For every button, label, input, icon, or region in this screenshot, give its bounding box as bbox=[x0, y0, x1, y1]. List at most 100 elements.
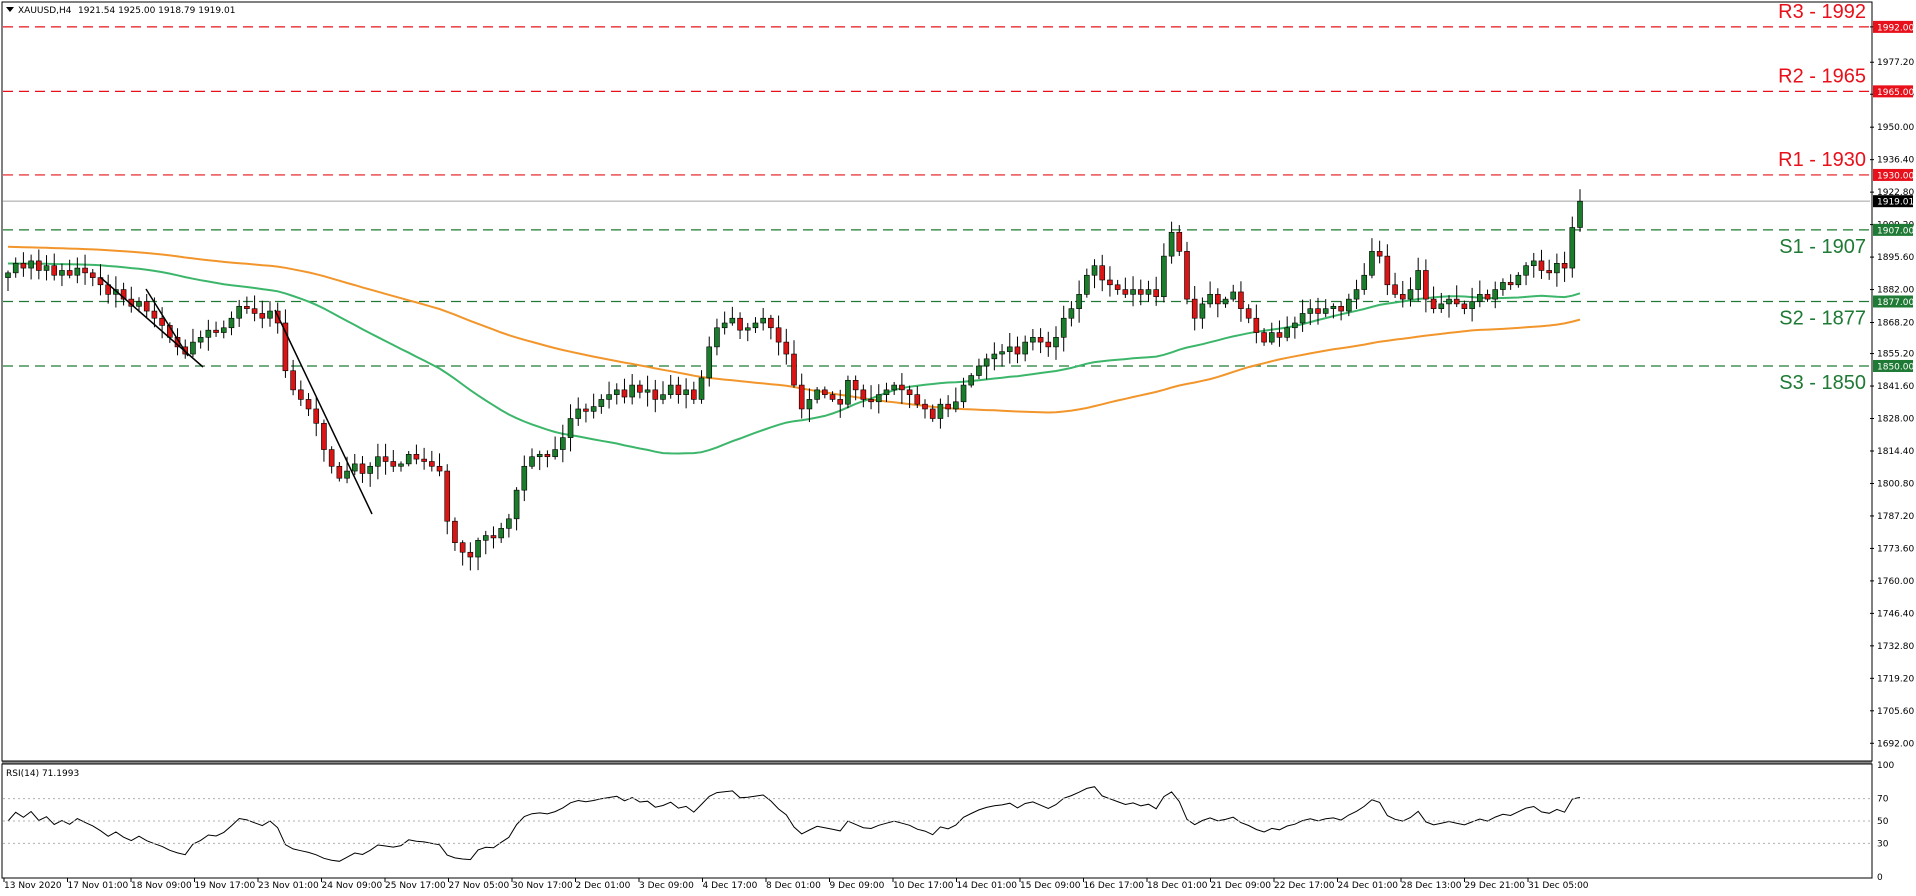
candle-body bbox=[1523, 265, 1529, 276]
x-tick-label: 28 Dec 13:00 bbox=[1401, 881, 1462, 891]
candle-body bbox=[1014, 346, 1021, 355]
level-label: S3 - 1850 bbox=[1779, 372, 1866, 394]
candle-body bbox=[1507, 282, 1514, 286]
level-price-box-text: 1992.00 bbox=[1877, 23, 1914, 33]
level-lines bbox=[3, 26, 1870, 367]
candle-body bbox=[359, 463, 366, 474]
candle-body bbox=[1006, 346, 1013, 352]
candle-body bbox=[822, 389, 828, 395]
candle-body bbox=[1222, 298, 1229, 305]
candle-body bbox=[1446, 298, 1452, 305]
candle-body bbox=[1268, 332, 1275, 343]
candle-body bbox=[1184, 251, 1190, 300]
candle-body bbox=[868, 399, 874, 403]
candle-body bbox=[1022, 341, 1028, 355]
candle-body bbox=[1330, 305, 1337, 309]
y-tick-label: 1719.20 bbox=[1877, 674, 1914, 684]
candle-body bbox=[899, 384, 905, 391]
candle-body bbox=[937, 403, 944, 419]
candle-body bbox=[729, 317, 736, 324]
price-axis[interactable]: 1992.001977.201963.801950.001936.401922.… bbox=[1870, 23, 1914, 749]
trend-line-1[interactable] bbox=[99, 276, 204, 368]
candle-body bbox=[298, 389, 304, 400]
x-tick-label: 10 Dec 17:00 bbox=[893, 881, 954, 891]
current-price-box-text: 1919.01 bbox=[1877, 198, 1914, 208]
rsi-line bbox=[7, 786, 1581, 862]
y-tick-label: 1787.20 bbox=[1877, 512, 1914, 522]
candle-body bbox=[922, 403, 928, 410]
candle-body bbox=[906, 389, 913, 395]
level-price-box-text: 1930.00 bbox=[1877, 171, 1914, 181]
x-tick-label: 9 Dec 09:00 bbox=[830, 881, 885, 891]
candle-body bbox=[236, 305, 242, 319]
candle-body bbox=[1477, 294, 1483, 302]
level-price-box bbox=[1873, 85, 1913, 98]
candle-body bbox=[1037, 337, 1044, 343]
candle-body bbox=[313, 408, 320, 424]
candle-body bbox=[999, 351, 1005, 355]
candle-body bbox=[5, 272, 11, 278]
candle-body bbox=[629, 384, 635, 398]
candle-body bbox=[521, 465, 528, 491]
candle-body bbox=[205, 329, 212, 338]
candle-body bbox=[1315, 308, 1321, 314]
candle-body bbox=[1469, 301, 1475, 309]
candle-body bbox=[28, 260, 34, 269]
menu-triangle-icon[interactable] bbox=[6, 7, 14, 12]
candle-body bbox=[1484, 294, 1491, 300]
candle-body bbox=[305, 399, 312, 410]
rsi-tick-label: 50 bbox=[1877, 817, 1889, 827]
trend-line-2[interactable] bbox=[145, 288, 189, 357]
candle-body bbox=[405, 454, 412, 465]
candle-body bbox=[945, 403, 951, 410]
candle-body bbox=[151, 310, 158, 319]
time-axis[interactable]: 13 Nov 2020 17 Nov 01:00 18 Nov 09:00 19 No… bbox=[3, 878, 1589, 891]
candle-body bbox=[398, 463, 404, 467]
candle-body bbox=[1538, 260, 1545, 271]
candle-body bbox=[1577, 200, 1583, 228]
x-tick-label: 30 Nov 17:00 bbox=[512, 881, 573, 891]
candle-body bbox=[190, 341, 196, 355]
candle-body bbox=[775, 327, 782, 343]
candle-body bbox=[883, 389, 890, 395]
x-tick-label: 14 Dec 01:00 bbox=[957, 881, 1018, 891]
candle-body bbox=[51, 265, 58, 276]
candle-body bbox=[583, 408, 589, 412]
candle-body bbox=[590, 406, 597, 412]
candle-body bbox=[706, 346, 713, 379]
candle-body bbox=[691, 389, 697, 400]
candle-body bbox=[136, 301, 142, 307]
candle-body bbox=[1530, 260, 1537, 266]
y-tick-label: 1936.40 bbox=[1877, 156, 1914, 166]
candle-body bbox=[798, 384, 805, 410]
candle-body bbox=[598, 399, 605, 407]
candle-body bbox=[1137, 289, 1144, 295]
x-tick-label: 23 Nov 01:00 bbox=[258, 881, 319, 891]
candle-body bbox=[783, 341, 790, 355]
candle-body bbox=[1099, 265, 1106, 281]
candle-body bbox=[760, 317, 766, 324]
candle-body bbox=[1430, 298, 1437, 309]
candle-body bbox=[1068, 308, 1075, 319]
candle-body bbox=[1376, 251, 1383, 257]
candle-body bbox=[43, 265, 50, 271]
candle-body bbox=[1130, 289, 1136, 295]
trend-line-3[interactable] bbox=[274, 309, 373, 515]
candle-body bbox=[1369, 251, 1375, 276]
candle-body bbox=[74, 267, 81, 276]
x-tick-label: 27 Nov 05:00 bbox=[449, 881, 510, 891]
candle-body bbox=[652, 389, 659, 400]
level-price-box bbox=[1873, 295, 1913, 308]
candle-body bbox=[344, 470, 350, 479]
candle-body bbox=[321, 422, 327, 450]
candle-body bbox=[382, 456, 389, 462]
level-labels: R3 - 1992 R2 - 1965 R1 - 1930 S1 - 1907 S2 -… bbox=[1778, 1, 1866, 394]
y-tick-label: 1732.80 bbox=[1877, 642, 1914, 652]
x-tick-label: 24 Dec 01:00 bbox=[1338, 881, 1399, 891]
y-tick-label: 1922.80 bbox=[1877, 188, 1914, 198]
level-price-box-text: 1965.00 bbox=[1877, 88, 1914, 98]
x-tick-label: 25 Nov 17:00 bbox=[385, 881, 446, 891]
candle-body bbox=[891, 384, 897, 391]
y-tick-label: 1950.00 bbox=[1877, 123, 1914, 133]
